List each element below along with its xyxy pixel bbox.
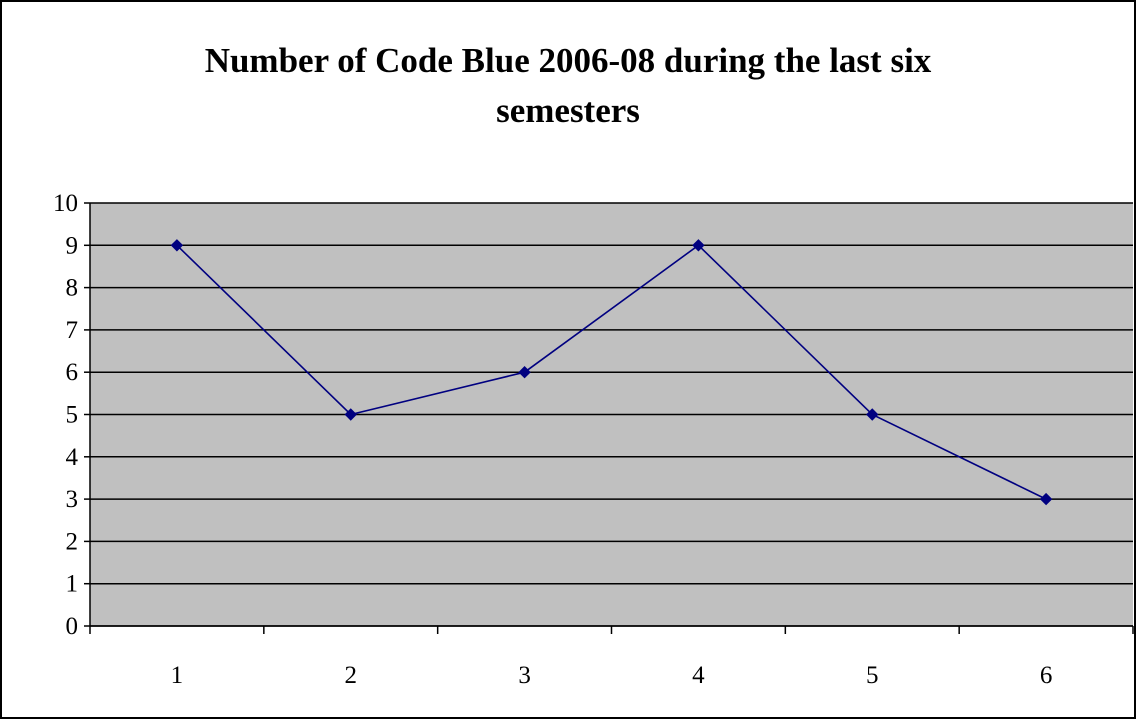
- y-tick-label-8: 8: [66, 275, 79, 302]
- x-tick-label-6: 6: [1040, 662, 1053, 689]
- x-tick-label-5: 5: [866, 662, 879, 689]
- y-tick-label-1: 1: [66, 571, 79, 598]
- y-tick-label-0: 0: [66, 613, 79, 640]
- chart-title-text: Number of Code Blue 2006-08 during the l…: [204, 41, 932, 130]
- chart-title: Number of Code Blue 2006-08 during the l…: [0, 36, 1136, 136]
- series-line-1: [176, 244, 1047, 500]
- data-point-5: [866, 408, 879, 421]
- y-tick-label-5: 5: [66, 402, 79, 429]
- x-tick-label-4: 4: [692, 662, 705, 689]
- x-tick-label-2: 2: [345, 662, 358, 689]
- data-point-1: [170, 239, 184, 252]
- x-tick-label-1: 1: [171, 662, 184, 689]
- axes: 0 1 2 3 4 5 6 7 8 9 10 1 2 3 4 5 6: [53, 190, 1134, 689]
- data-point-3: [518, 365, 531, 379]
- y-tick-label-6: 6: [66, 359, 79, 386]
- data-point-6: [1039, 492, 1053, 506]
- y-tick-label-4: 4: [66, 444, 79, 471]
- data-point-4: [692, 239, 705, 252]
- data-points: [170, 239, 1053, 506]
- y-tick-label-7: 7: [66, 317, 79, 344]
- x-tick-label-3: 3: [518, 662, 531, 689]
- series-line-group: [176, 244, 1047, 500]
- y-tick-label-9: 9: [66, 232, 79, 259]
- y-tick-label-10: 10: [53, 190, 78, 217]
- data-point-2: [344, 408, 357, 421]
- y-tick-label-2: 2: [66, 528, 79, 555]
- y-tick-label-3: 3: [66, 486, 79, 513]
